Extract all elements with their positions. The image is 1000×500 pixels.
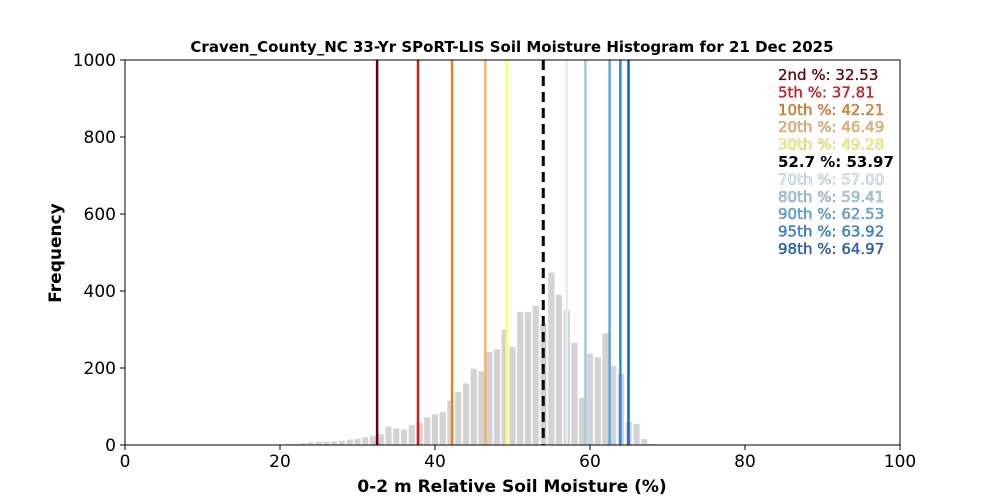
histogram-bar xyxy=(447,400,454,445)
histogram-bar xyxy=(315,441,322,445)
plot-frame xyxy=(124,59,901,446)
histogram-bar xyxy=(548,272,555,445)
histogram-bar xyxy=(594,357,601,445)
histogram-bar xyxy=(633,423,640,445)
bars-layer xyxy=(276,272,656,445)
y-axis-label: Frequency xyxy=(46,203,66,303)
legend-entry: 30th %: 49.28 xyxy=(778,136,884,154)
histogram-bar xyxy=(571,342,578,445)
histogram-bar xyxy=(641,439,648,445)
legend-entry: 80th %: 59.41 xyxy=(778,188,884,206)
histogram-bar xyxy=(424,417,431,445)
histogram-bar xyxy=(362,437,369,445)
histogram-bar xyxy=(292,443,299,445)
x-tick-label: 20 xyxy=(269,452,291,472)
x-axis-ticks: 0 20 40 60 80 100 xyxy=(120,445,916,472)
legend-entry: 5th %: 37.81 xyxy=(778,83,875,101)
legend-entry: 90th %: 62.53 xyxy=(778,205,884,223)
histogram-bar xyxy=(439,412,446,445)
histogram-bar xyxy=(300,443,307,445)
x-axis-label: 0-2 m Relative Soil Moisture (%) xyxy=(357,477,666,497)
histogram-bar xyxy=(338,440,346,445)
histogram-bar xyxy=(648,443,656,445)
histogram-bar xyxy=(493,349,501,445)
histogram-bar xyxy=(307,442,315,445)
histogram-bar xyxy=(369,436,377,445)
histogram-bar xyxy=(486,351,493,445)
histogram-bar xyxy=(478,371,485,445)
histogram-bar xyxy=(408,424,415,445)
histogram-bar xyxy=(555,294,563,445)
y-tick-label: 1000 xyxy=(73,51,116,71)
y-tick-label: 400 xyxy=(84,282,116,302)
x-tick-label: 40 xyxy=(424,452,446,472)
histogram-bar xyxy=(346,439,353,445)
histogram-bar xyxy=(377,434,384,445)
x-tick-label: 0 xyxy=(120,452,131,472)
y-tick-label: 800 xyxy=(84,128,116,148)
histogram-bar xyxy=(524,312,532,445)
x-tick-label: 60 xyxy=(579,452,601,472)
legend-entry: 70th %: 57.00 xyxy=(778,170,884,188)
y-tick-label: 200 xyxy=(84,359,116,379)
histogram-bar xyxy=(331,441,338,445)
y-tick-label: 600 xyxy=(84,205,116,225)
histogram-bar xyxy=(586,353,594,445)
histogram-bar xyxy=(470,368,477,445)
histogram-bar xyxy=(400,429,408,445)
histogram-bar xyxy=(509,346,516,445)
histogram-bar xyxy=(385,426,392,445)
y-tick-label: 0 xyxy=(105,436,116,456)
legend-entry: 98th %: 64.97 xyxy=(778,240,884,258)
histogram-bar xyxy=(416,422,423,445)
histogram-bar xyxy=(455,391,462,445)
histogram-bar xyxy=(517,311,524,445)
y-axis-ticks: 0 200 400 600 800 1000 xyxy=(73,51,125,456)
histogram-bar xyxy=(323,441,330,445)
legend-entry: 52.7 %: 53.97 xyxy=(778,153,894,171)
x-tick-label: 100 xyxy=(884,452,916,472)
histogram-bar xyxy=(393,428,400,445)
chart-title: Craven_County_NC 33-Yr SPoRT-LIS Soil Mo… xyxy=(190,38,833,56)
histogram-bar xyxy=(579,398,586,445)
x-tick-label: 80 xyxy=(734,452,756,472)
histogram-bar xyxy=(431,414,439,445)
histogram-bar xyxy=(602,333,609,445)
histogram-bar xyxy=(354,438,361,445)
legend-entry: 20th %: 46.49 xyxy=(778,118,884,136)
histogram-bar xyxy=(532,305,539,445)
histogram-bar xyxy=(610,366,617,445)
histogram-bar xyxy=(462,383,470,445)
legend-entry: 95th %: 63.92 xyxy=(778,223,884,241)
histogram-bar xyxy=(501,329,508,445)
percentile-lines-layer xyxy=(375,60,630,445)
legend-entry: 10th %: 42.21 xyxy=(778,101,884,119)
legend-entry: 2nd %: 32.53 xyxy=(778,66,878,84)
